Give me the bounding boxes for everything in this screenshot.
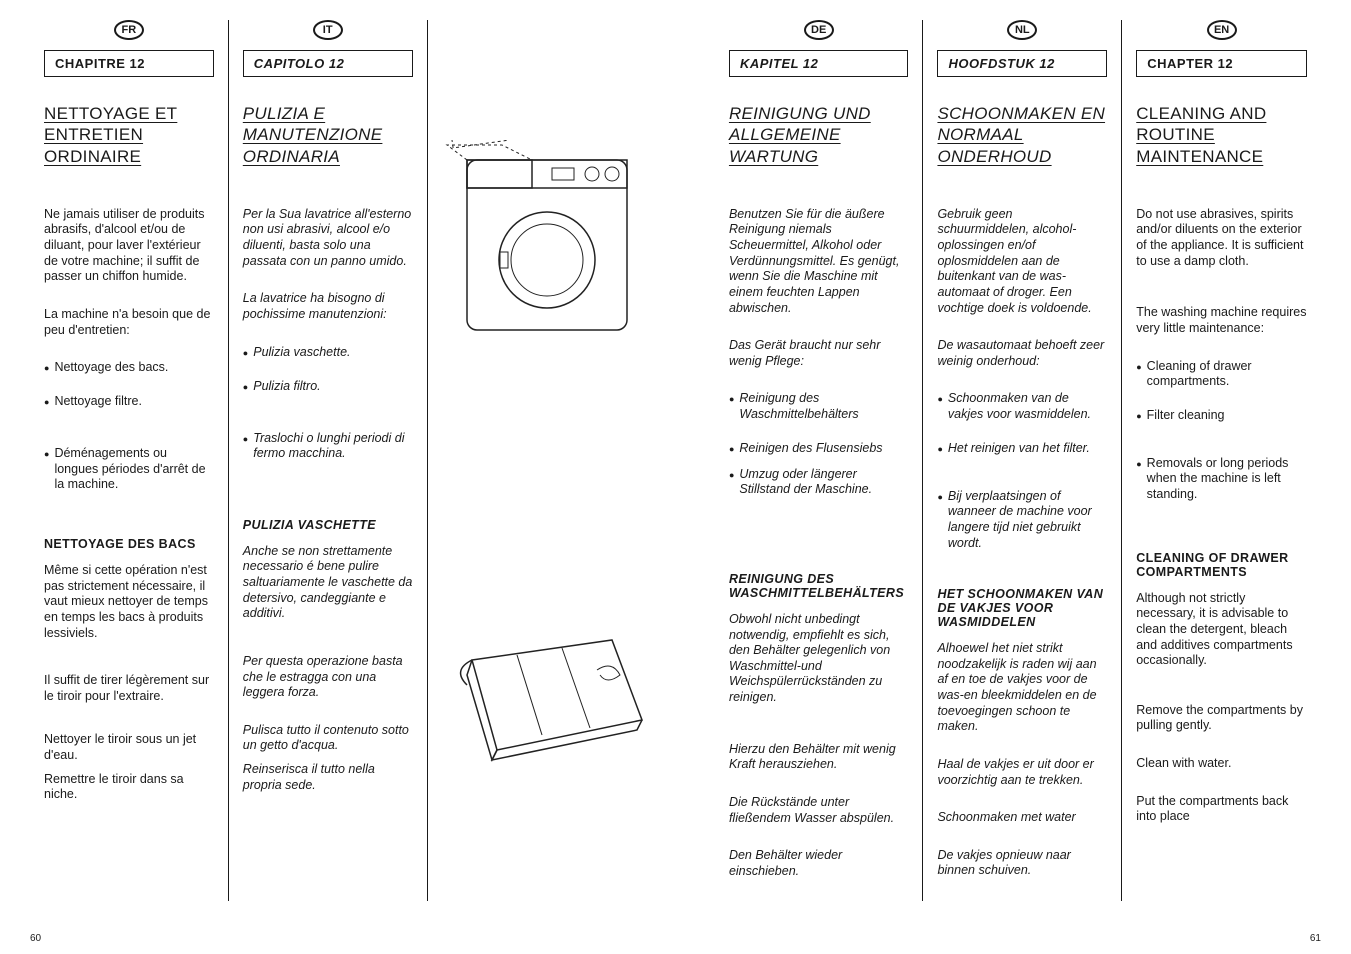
drawer-illustration (442, 600, 652, 800)
column-nl: NL HOOFDSTUK 12 SCHOONMAKEN EN NORMAAL O… (923, 20, 1122, 901)
para-fr-3: Même si cette opération n'est pas strict… (44, 563, 214, 641)
subhead-nl: HET SCHOONMAKEN VAN DE VAKJES VOOR WASMI… (937, 587, 1107, 629)
para-de-5: Die Rückstände unter fließendem Wasser a… (729, 795, 909, 826)
para-de-6: Den Behälter wieder einschieben. (729, 848, 909, 879)
title-de: REINIGUNG UND ALLGEMEINE WARTUNG (729, 103, 909, 167)
para-nl-3: Alhoewel het niet strikt noodzakelijk is… (937, 641, 1107, 735)
chapter-nl: HOOFDSTUK 12 (937, 50, 1107, 77)
bullet-nl-3: ●Bij verplaatsingen of wanneer de machin… (937, 489, 1107, 552)
para-en-2: The washing machine requires very little… (1136, 305, 1307, 336)
page-number-right: 61 (1310, 933, 1321, 944)
title-it: PULIZIA E MANUTENZIONE ORDINARIA (243, 103, 413, 167)
para-it-3: Anche se non strettamente necessario é b… (243, 544, 413, 622)
bullet-nl-1: ●Schoonmaken van de vakjes voor wasmidde… (937, 391, 1107, 422)
lang-badge-it: IT (313, 20, 343, 40)
bullet-fr-3: ●Déménagements ou longues périodes d'arr… (44, 446, 214, 493)
para-nl-5: Schoonmaken met water (937, 810, 1107, 826)
lang-badge-de: DE (804, 20, 834, 40)
para-fr-1: Ne jamais utiliser de produits abrasifs,… (44, 207, 214, 285)
para-nl-4: Haal de vakjes er uit door er voorzichti… (937, 757, 1107, 788)
para-de-3: Obwohl nicht unbedingt notwendig, empfie… (729, 612, 909, 706)
para-en-3: Although not strictly necessary, it is a… (1136, 591, 1307, 669)
para-de-1: Benutzen Sie für die äußere Reinigung ni… (729, 207, 909, 316)
column-en: EN CHAPTER 12 CLEANING AND ROUTINE MAINT… (1122, 20, 1321, 901)
para-it-6: Reinserisca il tutto nella propria sede. (243, 762, 413, 793)
para-nl-6: De vakjes opnieuw naar binnen schuiven. (937, 848, 1107, 879)
bullet-en-3: ●Removals or long periods when the machi… (1136, 456, 1307, 503)
lang-badge-fr: FR (114, 20, 144, 40)
bullet-de-1: ●Reinigung des Waschmittelbehälters (729, 391, 909, 422)
bullet-de-2: ●Reinigen des Flusensiebs (729, 441, 909, 457)
bullet-it-3: ●Traslochi o lunghi periodi di fermo mac… (243, 431, 413, 462)
column-gap (666, 20, 715, 901)
para-fr-5: Nettoyer le tiroir sous un jet d'eau. (44, 732, 214, 763)
bullet-it-1: ●Pulizia vaschette. (243, 345, 413, 361)
subhead-en: CLEANING OF DRAWER COMPARTMENTS (1136, 551, 1307, 579)
subhead-it: PULIZIA VASCHETTE (243, 518, 413, 532)
lang-badge-nl: NL (1007, 20, 1037, 40)
subhead-fr: NETTOYAGE DES BACS (44, 537, 214, 551)
para-it-1: Per la Sua lavatrice all'esterno non usi… (243, 207, 413, 270)
bullet-de-3: ●Umzug oder längerer Stillstand der Masc… (729, 467, 909, 498)
subhead-de: REINIGUNG DES WASCHMITTELBEHÄLTERS (729, 572, 909, 600)
title-en: CLEANING AND ROUTINE MAINTENANCE (1136, 103, 1307, 167)
para-fr-4: Il suffit de tirer légèrement sur le tir… (44, 673, 214, 704)
bullet-nl-2: ●Het reinigen van het filter. (937, 441, 1107, 457)
para-de-4: Hierzu den Behälter mit wenig Kraft hera… (729, 742, 909, 773)
column-illustrations (428, 20, 666, 901)
column-it: IT CAPITOLO 12 PULIZIA E MANUTENZIONE OR… (229, 20, 428, 901)
para-de-2: Das Gerät braucht nur sehr wenig Pflege: (729, 338, 909, 369)
para-fr-6: Remettre le tiroir dans sa niche. (44, 772, 214, 803)
chapter-en: CHAPTER 12 (1136, 50, 1307, 77)
column-fr: FR CHAPITRE 12 NETTOYAGE ET ENTRETIEN OR… (30, 20, 229, 901)
para-it-4: Per questa operazione basta che le estra… (243, 654, 413, 701)
para-fr-2: La machine n'a besoin que de peu d'entre… (44, 307, 214, 338)
chapter-de: KAPITEL 12 (729, 50, 909, 77)
bullet-it-2: ●Pulizia filtro. (243, 379, 413, 395)
bullet-en-1: ●Cleaning of drawer compartments. (1136, 359, 1307, 390)
column-de: DE KAPITEL 12 REINIGUNG UND ALLGEMEINE W… (715, 20, 924, 901)
title-nl: SCHOONMAKEN EN NORMAAL ONDERHOUD (937, 103, 1107, 167)
bullet-en-2: ●Filter cleaning (1136, 408, 1307, 424)
page-number-left: 60 (30, 933, 41, 944)
para-nl-2: De wasautomaat behoeft zeer weinig onder… (937, 338, 1107, 369)
chapter-fr: CHAPITRE 12 (44, 50, 214, 77)
para-it-2: La lavatrice ha bisogno di pochissime ma… (243, 291, 413, 322)
bullet-fr-2: ●Nettoyage filtre. (44, 394, 214, 410)
para-en-4: Remove the compartments by pulling gentl… (1136, 703, 1307, 734)
washer-illustration-top (442, 140, 652, 340)
bullet-fr-1: ●Nettoyage des bacs. (44, 360, 214, 376)
lang-badge-en: EN (1207, 20, 1237, 40)
para-en-6: Put the compartments back into place (1136, 794, 1307, 825)
chapter-it: CAPITOLO 12 (243, 50, 413, 77)
para-en-1: Do not use abrasives, spirits and/or dil… (1136, 207, 1307, 270)
title-fr: NETTOYAGE ET ENTRETIEN ORDINAIRE (44, 103, 214, 167)
para-nl-1: Gebruik geen schuurmiddelen, alcohol-opl… (937, 207, 1107, 316)
para-en-5: Clean with water. (1136, 756, 1307, 772)
para-it-5: Pulisca tutto il contenuto sotto un gett… (243, 723, 413, 754)
